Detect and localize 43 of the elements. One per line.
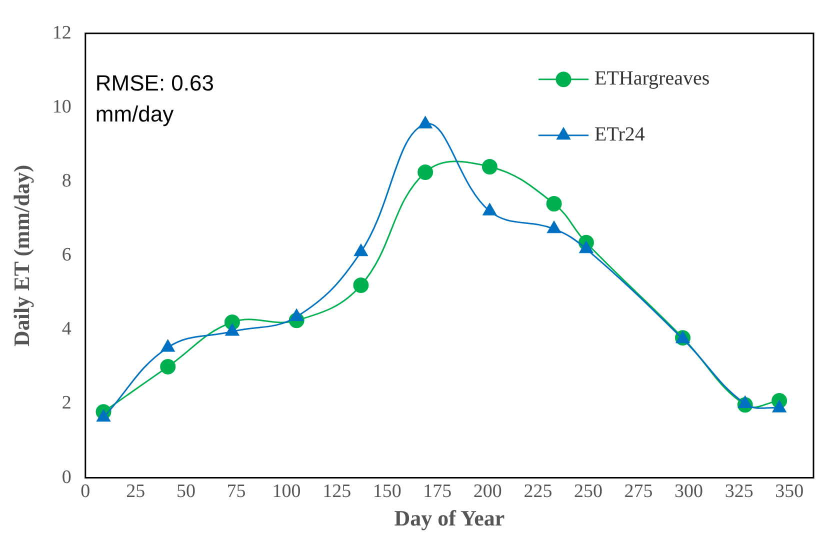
x-tick-label: 25: [126, 481, 146, 502]
point: [772, 400, 786, 412]
legend-label: ETHargreaves: [594, 68, 710, 90]
x-tick-label: 50: [176, 481, 196, 502]
x-tick-label: 225: [524, 481, 552, 502]
annotation: RMSE: 0.63 mm/day: [95, 70, 214, 126]
point: [96, 410, 110, 422]
x-tick-label: 0: [80, 481, 90, 502]
x-tick-label: 175: [423, 481, 452, 502]
y-tick-label: 2: [62, 392, 72, 414]
point: [418, 116, 432, 128]
point: [547, 221, 561, 234]
point: [161, 340, 175, 352]
y-tick-label: 4: [62, 318, 72, 340]
point: [160, 358, 176, 374]
y-tick-label: 6: [62, 244, 72, 266]
legend-label: ETr24: [594, 124, 645, 146]
x-tick-label: 250: [574, 481, 602, 502]
point: [354, 244, 368, 256]
y-axis-title: Daily ET (mm/day): [8, 164, 34, 346]
x-tick-label: 325: [724, 481, 754, 502]
x-tick-label: 200: [473, 481, 502, 502]
x-tick-label: 275: [624, 481, 653, 502]
point: [353, 277, 369, 293]
x-tick-label: 125: [322, 481, 352, 502]
point: [418, 164, 434, 180]
point: [738, 396, 752, 408]
point: [579, 241, 594, 254]
x-tick-label: 100: [272, 481, 301, 502]
x-tick-label: 350: [775, 481, 804, 502]
point: [482, 203, 496, 216]
y-tick-label: 0: [62, 466, 72, 488]
point: [482, 158, 498, 174]
x-tick-label: 75: [226, 481, 246, 502]
x-tick-label: 300: [674, 481, 704, 502]
y-tick-label: 10: [52, 96, 72, 118]
y-tick-label: 12: [52, 22, 72, 44]
x-axis-title: Day of Year: [394, 505, 505, 530]
x-tick-label: 150: [372, 481, 402, 502]
point: [225, 324, 240, 336]
point: [546, 196, 562, 212]
y-tick-label: 8: [62, 170, 72, 192]
point: [290, 308, 304, 321]
